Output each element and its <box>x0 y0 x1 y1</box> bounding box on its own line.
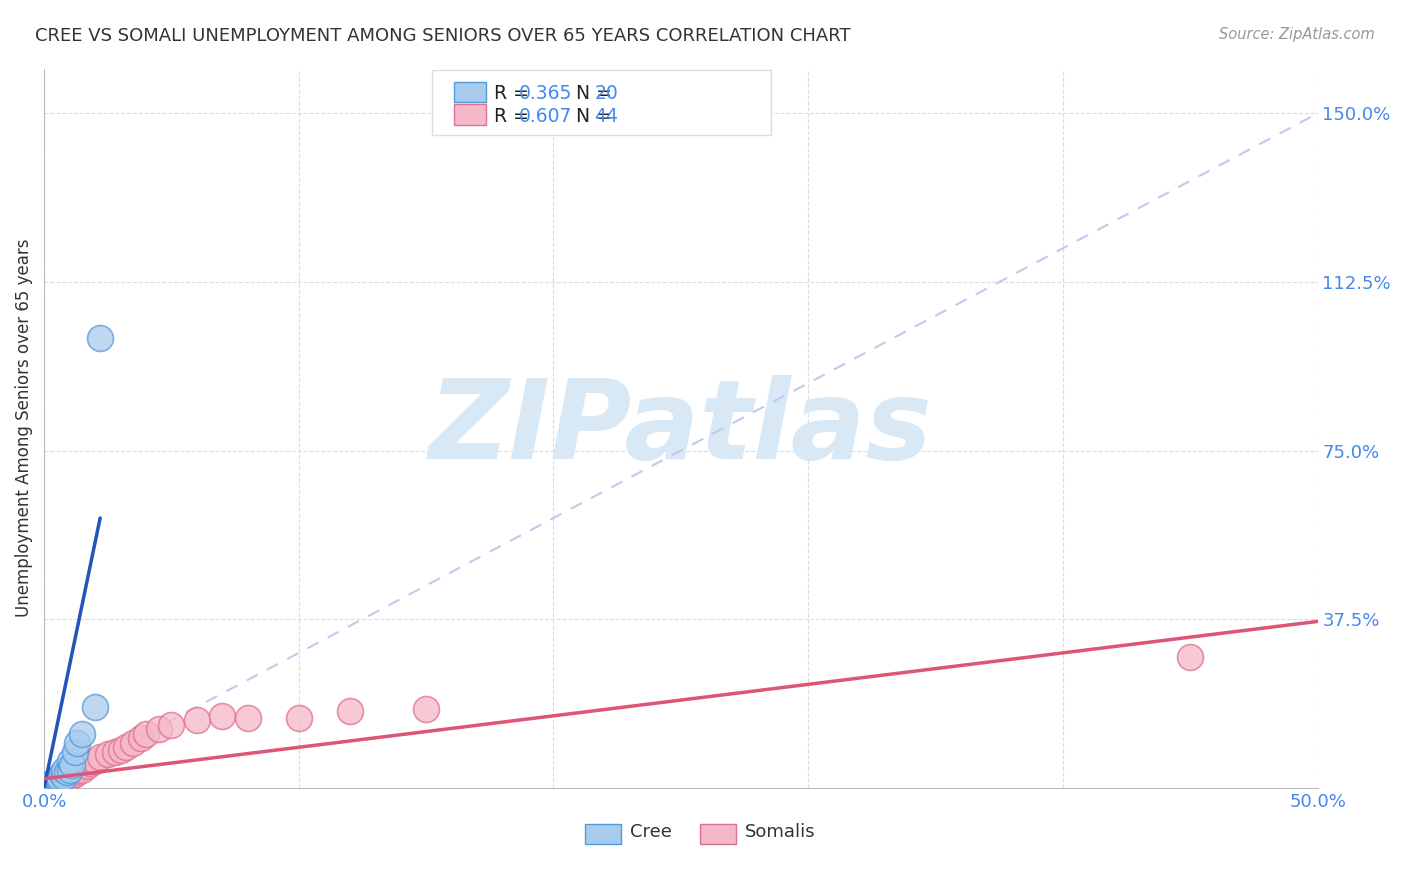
Point <box>236 711 259 725</box>
Text: Source: ZipAtlas.com: Source: ZipAtlas.com <box>1219 27 1375 42</box>
Point <box>63 767 86 781</box>
Point <box>48 772 70 787</box>
Text: N =: N = <box>564 107 617 126</box>
Point <box>38 777 60 791</box>
Point <box>72 727 94 741</box>
Text: R =: R = <box>494 84 534 103</box>
Point <box>41 776 63 790</box>
Point <box>60 764 83 779</box>
Text: 0.607: 0.607 <box>519 107 572 126</box>
Point <box>288 711 311 725</box>
Point <box>1178 650 1201 665</box>
Point <box>51 767 73 781</box>
Point <box>211 708 233 723</box>
Text: Cree: Cree <box>630 823 672 841</box>
Point <box>84 699 107 714</box>
Point <box>44 775 66 789</box>
Point <box>58 763 80 777</box>
Text: CREE VS SOMALI UNEMPLOYMENT AMONG SENIORS OVER 65 YEARS CORRELATION CHART: CREE VS SOMALI UNEMPLOYMENT AMONG SENIOR… <box>35 27 851 45</box>
Point <box>110 742 132 756</box>
Point <box>51 774 73 789</box>
Text: 44: 44 <box>595 107 619 126</box>
Point <box>45 776 67 790</box>
FancyBboxPatch shape <box>454 104 486 125</box>
Point <box>89 750 111 764</box>
Point <box>114 740 136 755</box>
Point <box>56 764 79 779</box>
Point <box>48 772 70 787</box>
Point <box>45 772 67 786</box>
Point <box>58 754 80 768</box>
Point <box>63 763 86 777</box>
Point <box>69 760 91 774</box>
Point <box>186 714 208 728</box>
Point <box>53 763 76 777</box>
Point <box>51 772 73 786</box>
Point <box>66 736 89 750</box>
Point <box>129 731 152 746</box>
FancyBboxPatch shape <box>433 70 772 136</box>
Point <box>415 702 437 716</box>
Text: Somalis: Somalis <box>745 823 815 841</box>
Point <box>122 736 145 750</box>
Text: N =: N = <box>564 84 617 103</box>
Point <box>76 759 98 773</box>
FancyBboxPatch shape <box>700 823 735 844</box>
Text: 20: 20 <box>595 84 619 103</box>
Point <box>53 772 76 787</box>
Point <box>53 770 76 784</box>
Point <box>53 770 76 784</box>
Point <box>60 758 83 772</box>
Point <box>56 772 79 786</box>
Point <box>73 758 96 772</box>
Point <box>48 775 70 789</box>
Text: 0.365: 0.365 <box>519 84 572 103</box>
Point <box>44 774 66 789</box>
Point <box>58 767 80 781</box>
Text: R =: R = <box>494 107 534 126</box>
Point <box>104 745 127 759</box>
Point <box>44 777 66 791</box>
Point <box>38 779 60 793</box>
Point <box>66 764 89 778</box>
Point <box>97 747 120 761</box>
Point <box>84 754 107 768</box>
FancyBboxPatch shape <box>454 82 486 103</box>
Point <box>56 768 79 782</box>
Point <box>35 779 58 793</box>
Point <box>89 331 111 345</box>
Text: ZIPatlas: ZIPatlas <box>429 375 932 482</box>
Point <box>48 770 70 784</box>
Point <box>339 704 361 718</box>
Point <box>135 727 157 741</box>
Point <box>79 756 101 770</box>
Point <box>45 774 67 789</box>
Point <box>160 718 183 732</box>
Point <box>148 723 170 737</box>
Point <box>72 763 94 777</box>
Point <box>58 770 80 784</box>
Point <box>63 745 86 759</box>
Point <box>41 776 63 790</box>
Point <box>45 775 67 789</box>
Point <box>44 777 66 791</box>
FancyBboxPatch shape <box>585 823 621 844</box>
Y-axis label: Unemployment Among Seniors over 65 years: Unemployment Among Seniors over 65 years <box>15 239 32 617</box>
